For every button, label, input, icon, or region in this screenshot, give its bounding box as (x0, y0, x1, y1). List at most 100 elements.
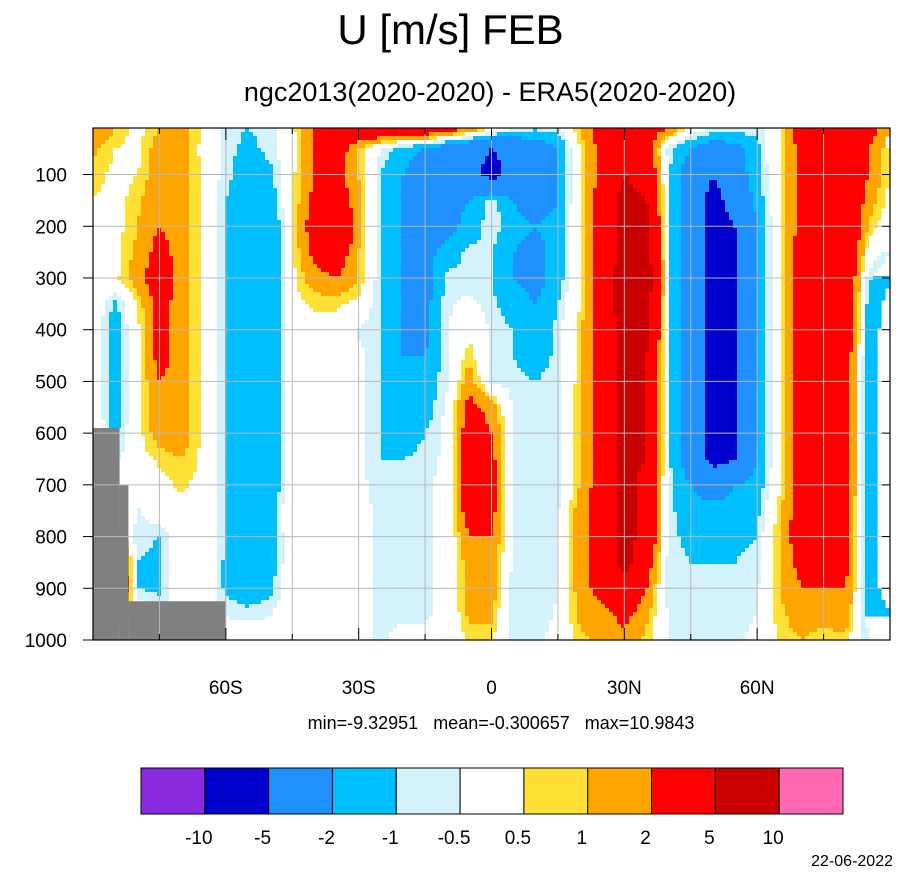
contour-cell (557, 196, 566, 201)
contour-cell (697, 144, 742, 149)
contour-cell (765, 320, 774, 325)
contour-cell (109, 324, 122, 329)
contour-cell (465, 352, 474, 357)
contour-cell (121, 384, 130, 389)
contour-cell (665, 408, 670, 413)
contour-cell (737, 332, 758, 337)
contour-cell (737, 328, 758, 333)
contour-cell (401, 196, 474, 201)
contour-cell (281, 568, 374, 573)
contour-cell (785, 492, 794, 497)
contour-cell (581, 372, 594, 377)
contour-cell (137, 520, 150, 525)
contour-cell (781, 328, 786, 333)
contour-cell (281, 176, 294, 181)
contour-cell (857, 516, 862, 521)
contour-cell (705, 348, 738, 353)
contour-cell (573, 480, 582, 485)
contour-cell (649, 244, 662, 249)
contour-cell (565, 212, 570, 217)
contour-cell (153, 136, 190, 141)
contour-cell (381, 296, 402, 301)
contour-cell (513, 512, 558, 517)
contour-cell (577, 340, 582, 345)
contour-cell (225, 292, 282, 297)
contour-cell (865, 440, 878, 445)
contour-cell (357, 160, 366, 165)
contour-cell (497, 296, 530, 301)
contour-cell (773, 452, 782, 457)
contour-cell (657, 416, 662, 421)
contour-cell (201, 244, 218, 249)
contour-cell (501, 448, 506, 453)
contour-cell (517, 244, 546, 249)
contour-cell (429, 132, 454, 137)
contour-cell (681, 216, 706, 221)
contour-cell (857, 428, 862, 433)
contour-cell (217, 500, 226, 505)
contour-cell (661, 496, 670, 501)
contour-cell (681, 432, 706, 437)
contour-cell (793, 408, 850, 413)
contour-cell (225, 308, 282, 313)
contour-cell (357, 268, 366, 273)
contour-cell (661, 236, 666, 241)
contour-cell (277, 520, 282, 525)
contour-cell (121, 508, 138, 513)
contour-cell (865, 196, 878, 201)
contour-cell (301, 152, 314, 157)
contour-cell (297, 280, 306, 285)
contour-cell (401, 328, 430, 333)
contour-cell (633, 548, 654, 553)
contour-cell (561, 332, 578, 337)
contour-cell (385, 164, 410, 169)
contour-cell (189, 212, 202, 217)
contour-cell (561, 396, 574, 401)
contour-cell (669, 408, 682, 413)
contour-cell (561, 504, 570, 509)
contour-cell (93, 344, 102, 349)
contour-cell (461, 496, 498, 501)
contour-cell (429, 320, 442, 325)
contour-cell (785, 432, 794, 437)
contour-cell (277, 216, 286, 221)
contour-cell (353, 220, 362, 225)
contour-cell (781, 428, 786, 433)
contour-cell (781, 332, 786, 337)
contour-cell (93, 408, 102, 413)
contour-cell (281, 236, 286, 241)
contour-cell (865, 392, 878, 397)
contour-cell (537, 228, 566, 233)
contour-cell (121, 332, 130, 337)
contour-cell (401, 200, 470, 205)
contour-cell (797, 160, 870, 165)
contour-cell (109, 384, 122, 389)
contour-cell (849, 404, 858, 409)
contour-cell (661, 152, 666, 157)
chart-subtitle: ngc2013(2020-2020) - ERA5(2020-2020) (243, 77, 737, 107)
contour-cell (285, 248, 294, 253)
contour-cell (441, 304, 454, 309)
contour-cell (93, 360, 102, 365)
contour-cell (757, 356, 766, 361)
contour-cell (765, 500, 778, 505)
contour-cell (757, 280, 766, 285)
contour-cell (573, 524, 590, 529)
contour-cell (105, 176, 134, 181)
contour-cell (373, 576, 434, 581)
contour-cell (273, 580, 282, 585)
contour-cell (677, 520, 758, 525)
contour-cell (737, 384, 758, 389)
contour-cell (797, 164, 870, 169)
contour-cell (757, 524, 766, 529)
contour-cell (793, 428, 850, 433)
contour-cell (129, 580, 134, 585)
contour-cell (781, 292, 786, 297)
contour-cell (545, 284, 562, 289)
contour-cell (857, 568, 862, 573)
contour-cell (513, 436, 562, 441)
contour-cell (225, 320, 282, 325)
contour-cell (705, 340, 738, 345)
contour-cell (465, 412, 486, 417)
contour-cell (861, 384, 866, 389)
